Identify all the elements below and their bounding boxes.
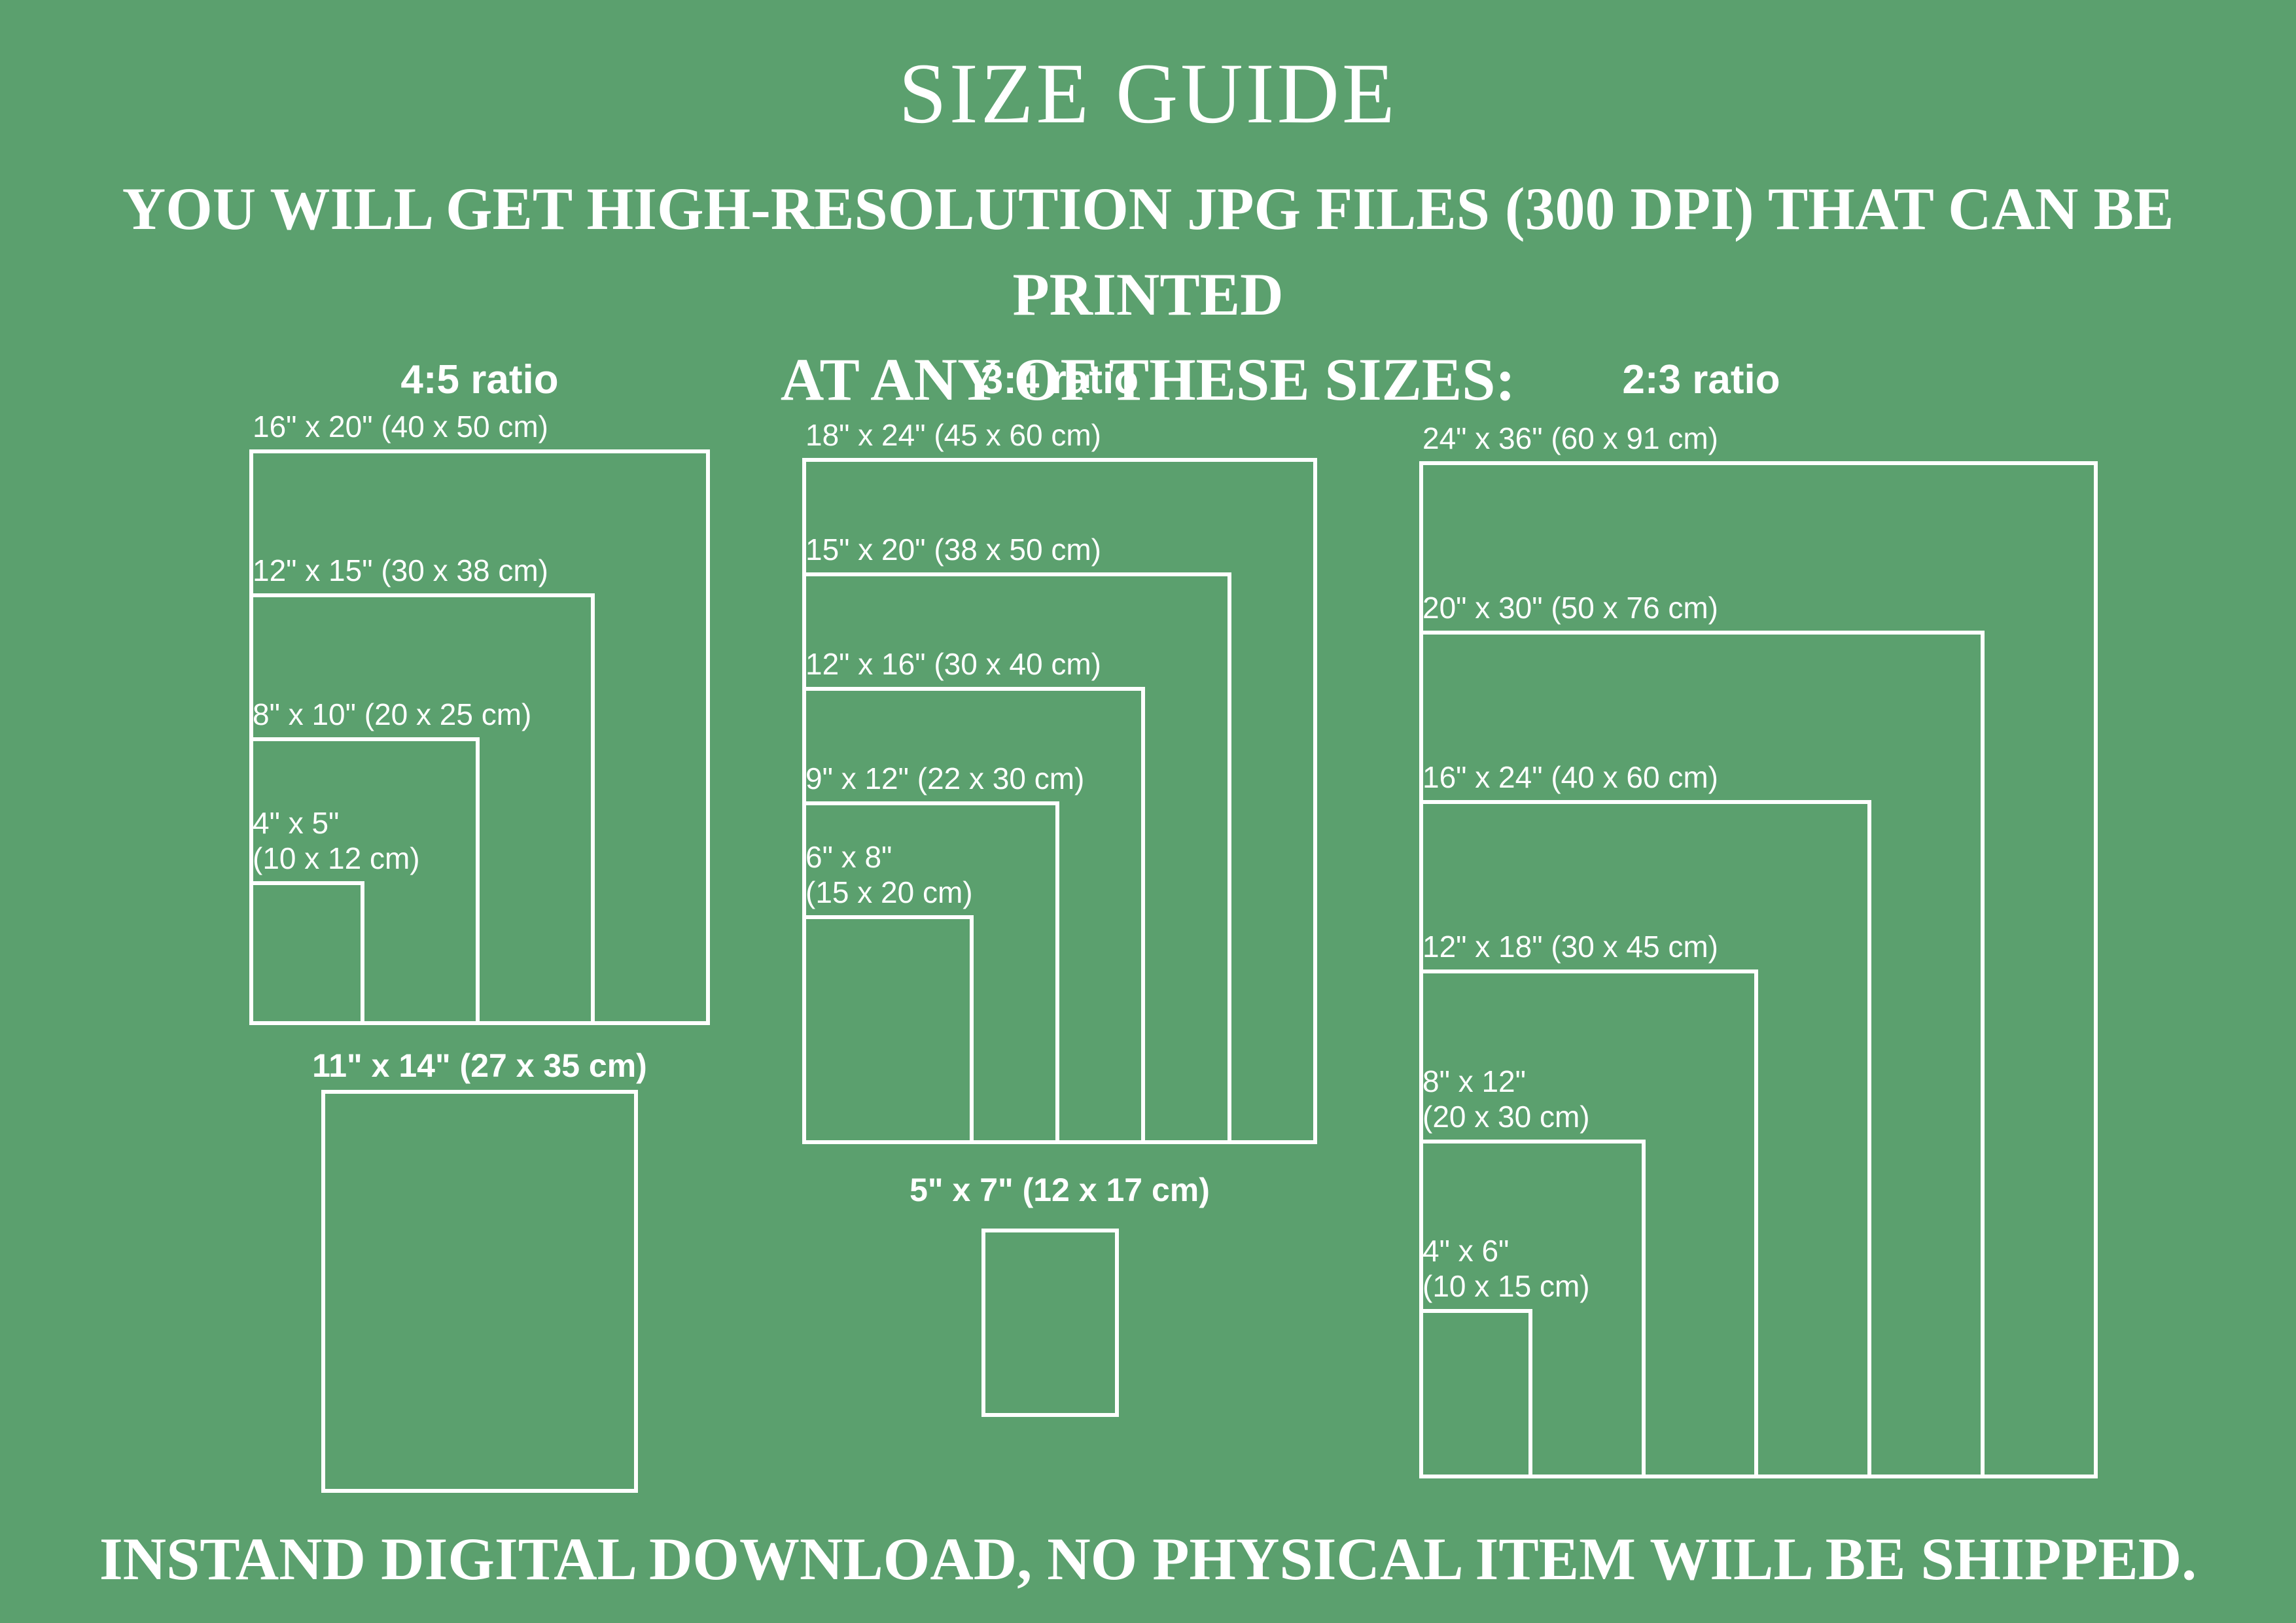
size-label-8x12: 8" x 12" (20 x 30 cm) (1422, 1064, 1590, 1134)
size-label-line: 16" x 24" (40 x 60 cm) (1422, 759, 1718, 794)
size-label-24x36: 24" x 36" (60 x 91 cm) (1422, 421, 1718, 456)
size-label-line: 4" x 5" (253, 806, 340, 841)
size-label-line: 9" x 12" (22 x 30 cm) (805, 761, 1085, 795)
ratio-header-2-3: 2:3 ratio (1622, 357, 1780, 402)
size-label-15x20: 15" x 20" (38 x 50 cm) (805, 532, 1101, 567)
size-label-line: 12" x 18" (30 x 45 cm) (1422, 929, 1718, 964)
size-label-line: 24" x 36" (60 x 91 cm) (1422, 421, 1718, 455)
subtitle-line-1: YOU WILL GET HIGH-RESOLUTION JPG FILES (… (122, 175, 2174, 328)
footer-note: INSTAND DIGITAL DOWNLOAD, NO PHYSICAL IT… (99, 1526, 2197, 1592)
size-label-6x8: 6" x 8" (15 x 20 cm) (805, 840, 973, 910)
size-label-12x15: 12" x 15" (30 x 38 cm) (253, 553, 548, 588)
ratio-header-3-4: 3:4 ratio (980, 357, 1139, 402)
size-label-line: (20 x 30 cm) (1422, 1099, 1590, 1134)
size-label-12x16: 12" x 16" (30 x 40 cm) (805, 647, 1101, 682)
size-label-16x24: 16" x 24" (40 x 60 cm) (1422, 760, 1718, 795)
size-label-line: 8" x 10" (20 x 25 cm) (253, 697, 532, 731)
size-rect-4x6 (1419, 1309, 1532, 1478)
subtitle: YOU WILL GET HIGH-RESOLUTION JPG FILES (… (0, 166, 2296, 423)
size-label-line: 12" x 16" (30 x 40 cm) (805, 646, 1101, 681)
size-label-4x6: 4" x 6" (10 x 15 cm) (1422, 1234, 1590, 1304)
size-label-line: (15 x 20 cm) (805, 875, 973, 909)
size-label-4x5: 4" x 5" (10 x 12 cm) (253, 806, 420, 876)
subtitle-line-2: AT ANY OF THESE SIZES: (780, 346, 1516, 413)
size-label-5x7: 5" x 7" (12 x 17 cm) (910, 1172, 1210, 1208)
ratio-header-4-5: 4:5 ratio (400, 357, 559, 402)
size-label-line: 18" x 24" (45 x 60 cm) (805, 417, 1101, 452)
size-label-12x18: 12" x 18" (30 x 45 cm) (1422, 930, 1718, 964)
size-label-line: 8" x 12" (1422, 1064, 1526, 1099)
size-label-line: 12" x 15" (30 x 38 cm) (253, 553, 548, 587)
size-rect-6x8 (802, 915, 974, 1144)
size-label-line: 4" x 6" (1422, 1234, 1510, 1268)
size-label-18x24: 18" x 24" (45 x 60 cm) (805, 418, 1101, 453)
size-label-9x12: 9" x 12" (22 x 30 cm) (805, 761, 1084, 796)
size-rect-4x5 (249, 881, 364, 1025)
size-label-11x14: 11" x 14" (27 x 35 cm) (312, 1047, 647, 1084)
size-label-line: (10 x 15 cm) (1422, 1268, 1590, 1303)
page-title: SIZE GUIDE (898, 45, 1398, 141)
size-label-8x10: 8" x 10" (20 x 25 cm) (253, 697, 531, 732)
size-label-line: (10 x 12 cm) (253, 841, 420, 875)
size-rect-11x14 (321, 1090, 638, 1493)
size-label-line: 20" x 30" (50 x 76 cm) (1422, 590, 1718, 625)
size-label-line: 15" x 20" (38 x 50 cm) (805, 532, 1101, 567)
size-rect-5x7 (981, 1229, 1119, 1417)
size-label-20x30: 20" x 30" (50 x 76 cm) (1422, 591, 1718, 625)
size-label-line: 6" x 8" (805, 840, 892, 875)
size-label-16x20: 16" x 20" (40 x 50 cm) (253, 410, 548, 444)
size-label-line: 16" x 20" (40 x 50 cm) (253, 409, 548, 444)
